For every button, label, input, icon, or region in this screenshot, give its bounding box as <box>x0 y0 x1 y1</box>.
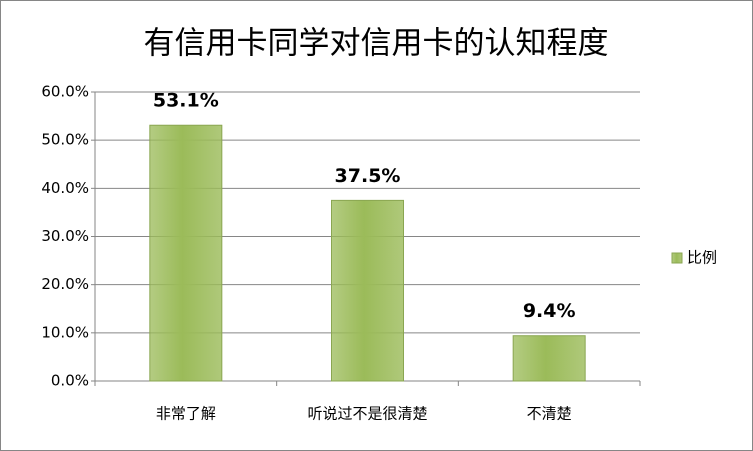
legend-label: 比例 <box>687 249 717 267</box>
data-label: 53.1% <box>153 90 219 112</box>
x-tick-label: 不清楚 <box>527 405 572 423</box>
bar <box>149 124 223 382</box>
y-tick-label: 0.0% <box>51 372 89 390</box>
y-tick-label: 40.0% <box>41 179 89 197</box>
y-tick-label: 60.0% <box>41 83 89 101</box>
chart-title: 有信用卡同学对信用卡的认知程度 <box>144 26 609 62</box>
y-tick-label: 30.0% <box>41 227 89 245</box>
x-tick-label: 听说过不是很清楚 <box>307 405 427 423</box>
x-tick-label: 非常了解 <box>156 405 216 423</box>
bar <box>512 335 586 382</box>
y-tick-label: 50.0% <box>41 131 89 149</box>
bar <box>331 199 404 382</box>
data-label: 9.4% <box>523 300 576 322</box>
data-label: 37.5% <box>335 165 401 187</box>
legend-swatch <box>671 252 683 264</box>
y-tick-label: 20.0% <box>41 275 89 293</box>
y-tick-label: 10.0% <box>41 323 89 341</box>
